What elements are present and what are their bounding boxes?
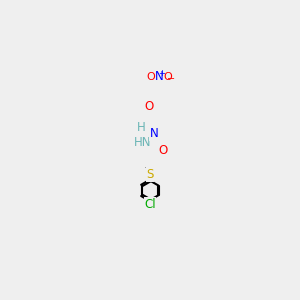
Text: N: N	[155, 70, 164, 83]
Text: N: N	[150, 127, 159, 140]
Text: O: O	[144, 100, 154, 113]
Text: HN: HN	[134, 136, 151, 149]
Text: H: H	[137, 121, 146, 134]
Text: S: S	[146, 168, 154, 181]
Text: O: O	[164, 72, 172, 82]
Text: +: +	[158, 69, 165, 78]
Text: O: O	[146, 72, 154, 82]
Text: Cl: Cl	[144, 198, 156, 211]
Text: −: −	[167, 74, 175, 84]
Text: O: O	[159, 144, 168, 157]
